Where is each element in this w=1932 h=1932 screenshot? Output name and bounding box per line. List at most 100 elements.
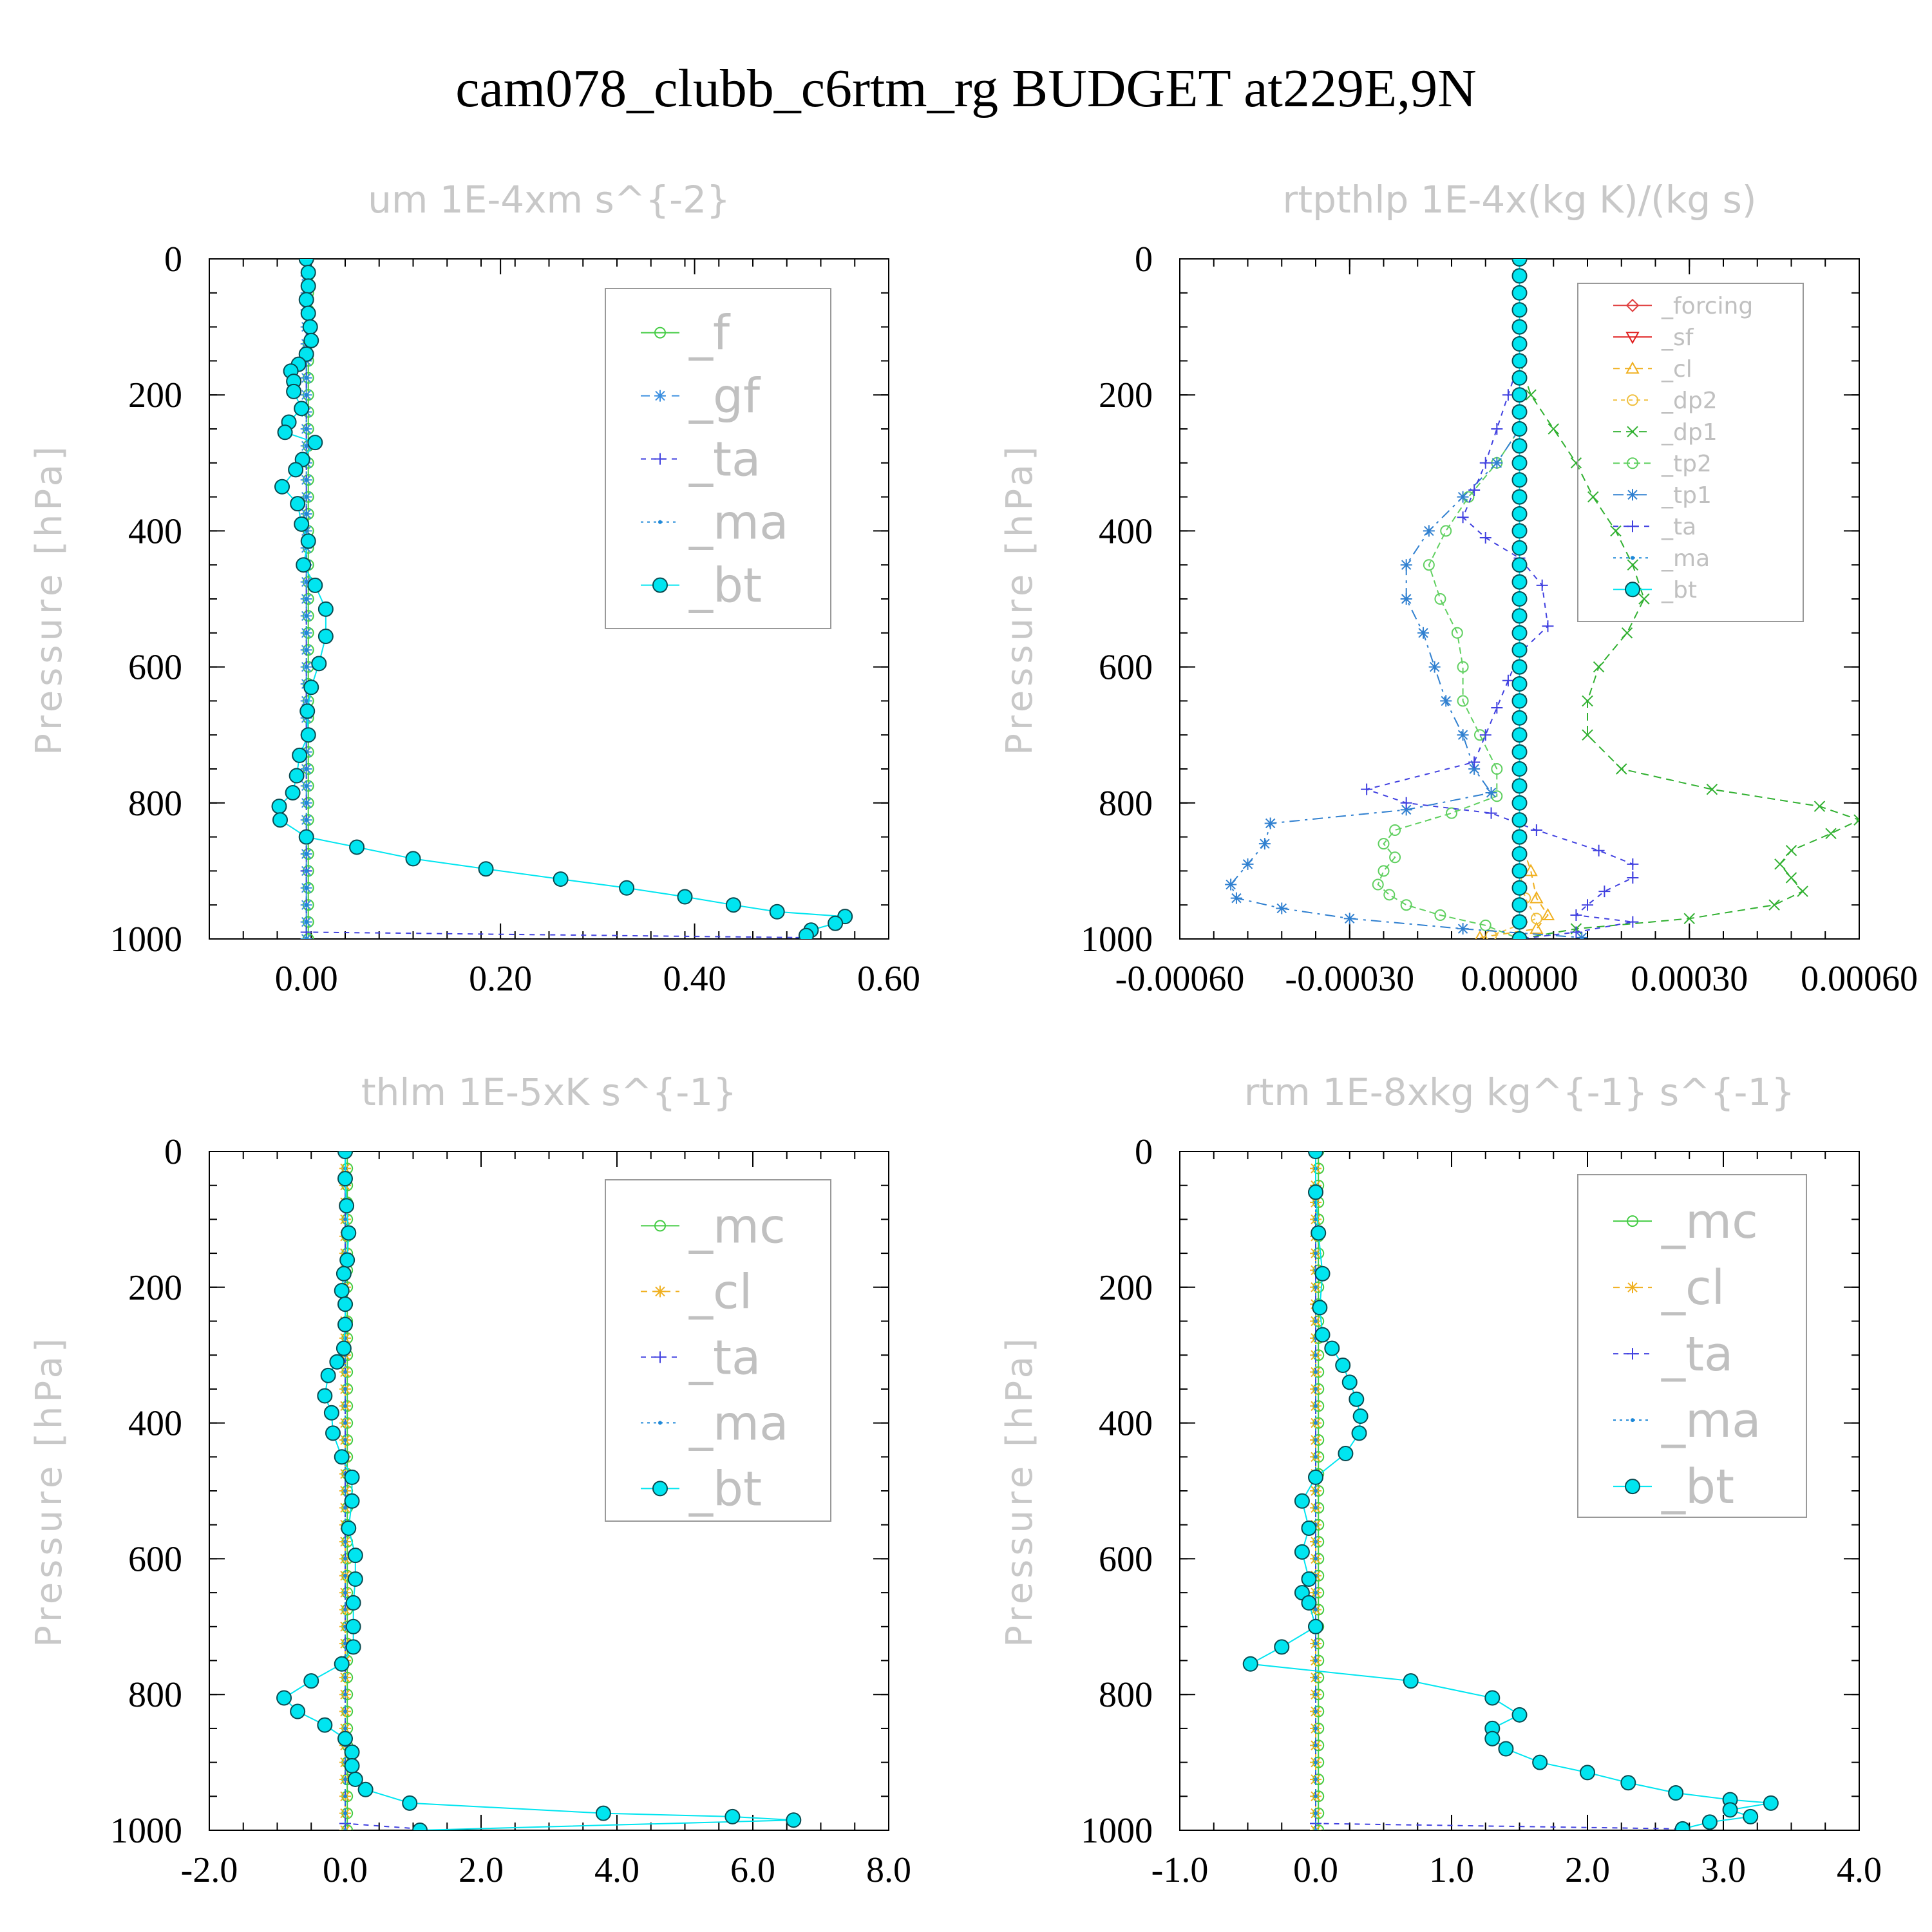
y-tick-label: 600 (128, 1539, 182, 1579)
data-point_bt (1511, 778, 1528, 794)
data-point_bt (317, 1388, 333, 1404)
legend-marker_dp2 (1627, 394, 1638, 406)
x-tick-label: 6.0 (730, 1850, 775, 1890)
data-point_bt (323, 1405, 339, 1421)
data-point_ma (304, 495, 308, 499)
data-point_bt (320, 1367, 336, 1383)
data-point_ta (1627, 871, 1639, 884)
data-point_bt (300, 265, 316, 281)
data-point_dp1 (1610, 525, 1622, 537)
legend-label_forcing: _forcing (1661, 293, 1753, 319)
legend-label_ta: _ta (1661, 1327, 1733, 1382)
data-point_ma (304, 665, 308, 669)
data-point_dp1 (1548, 423, 1559, 435)
data-point_bt (1511, 387, 1528, 403)
data-point_dp2 (1530, 913, 1542, 925)
x-tick-label: 0.60 (857, 959, 920, 999)
data-point_bt (1511, 914, 1528, 930)
data-point_tp1 (1225, 878, 1237, 891)
series_bt (1511, 259, 1528, 939)
y-tick-label: 800 (1099, 784, 1153, 824)
data-point_ma (1314, 1760, 1318, 1765)
data-point_ma (304, 767, 308, 771)
data-point_ta (1530, 824, 1542, 837)
y-tick-label: 600 (1099, 648, 1153, 688)
data-point_dp1 (1616, 763, 1627, 775)
data-point_bt (1511, 659, 1528, 675)
legend: _mc _cl _ta _ma _bt (1577, 1174, 1807, 1518)
data-point_bt (1511, 370, 1528, 386)
data-point_ma (304, 648, 308, 652)
data-point_cl (1524, 864, 1538, 876)
x-tick-label: -0.00030 (1285, 959, 1414, 999)
data-point_bt (339, 1198, 355, 1214)
data-point_bt (1722, 1802, 1738, 1818)
data-point_bt (347, 1771, 363, 1787)
y-tick-label: 0 (164, 1132, 182, 1172)
data-point_bt (1511, 693, 1528, 709)
panel-3: thlm 1E-5xK s^{-1} Pressure [hPa] -2.0 0.0 2… (28, 1070, 911, 1890)
legend-box (605, 288, 831, 629)
data-point_bt (1511, 557, 1528, 573)
data-point_ma (1314, 1455, 1318, 1459)
data-point_bt (317, 601, 334, 617)
data-point_bt (1352, 1408, 1368, 1425)
series-line_tp2 (1377, 259, 1520, 939)
data-point_bt (294, 401, 310, 417)
data-point_ta (1570, 909, 1582, 922)
data-point_bt (317, 1717, 333, 1733)
data-point_bt (307, 435, 323, 451)
series-line_cl (1479, 259, 1549, 938)
data-point_bt (300, 278, 316, 294)
series_bt (271, 259, 853, 939)
data-point_bt (345, 1595, 361, 1611)
data-point_bt (1511, 1707, 1528, 1723)
data-point_ma (343, 1557, 347, 1561)
y-tick-label: 400 (128, 1404, 182, 1444)
series_tp1 (1225, 259, 1588, 939)
legend-label_ma: _ma (1661, 545, 1710, 572)
legend-label_tp2: _tp2 (1661, 451, 1712, 477)
series_bt (1242, 1151, 1779, 1830)
data-point_bt (357, 1781, 374, 1797)
y-tick-label: 800 (128, 784, 182, 824)
x-tick-label: 2.0 (459, 1850, 504, 1890)
x-tick-label: 3.0 (1701, 1850, 1746, 1890)
data-point_bt (298, 829, 314, 845)
data-point_dp1 (1570, 457, 1582, 469)
data-point_bt (1314, 1265, 1331, 1282)
data-point_ma (304, 512, 308, 516)
y-tick-label: 0 (1135, 1132, 1153, 1172)
data-point_bt (276, 1690, 292, 1706)
data-point_ma (343, 1692, 347, 1697)
data-point_ma (1314, 1557, 1318, 1561)
tick-marks (209, 1151, 889, 1831)
data-point_bt (299, 703, 316, 719)
legend-marker_forcing (1625, 298, 1640, 312)
data-point_cl (1540, 908, 1555, 921)
data-point_bt (1349, 1391, 1365, 1407)
data-point_bt (1511, 642, 1528, 658)
y-tick-label: 600 (128, 648, 182, 688)
tick-marks (209, 258, 889, 940)
legend-label_dp1: _dp1 (1661, 419, 1718, 446)
y-tick-label: 600 (1099, 1539, 1153, 1579)
data-point_tp2 (1434, 909, 1446, 922)
data-point_bt (828, 915, 844, 931)
data-point_ma (1314, 1607, 1318, 1612)
y-tick-label: 0 (1135, 240, 1153, 279)
legend-marker_ma (1631, 1418, 1634, 1423)
legend: _f _gf _ta _ma _bt (605, 288, 831, 629)
data-point_ta (1598, 886, 1611, 898)
data-point_bt (337, 1730, 353, 1747)
legend-box (1577, 283, 1804, 622)
data-point_bt (478, 861, 494, 877)
legend-marker_ma (1631, 556, 1634, 560)
data-point_ma (1314, 1709, 1318, 1714)
data-point_cl (1530, 922, 1544, 934)
data-point_bt (1341, 1374, 1358, 1390)
data-point_ma (304, 580, 308, 584)
data-point_tp2 (1457, 695, 1469, 707)
legend-marker_gf (654, 390, 666, 402)
data-point_tp1 (1440, 695, 1452, 707)
